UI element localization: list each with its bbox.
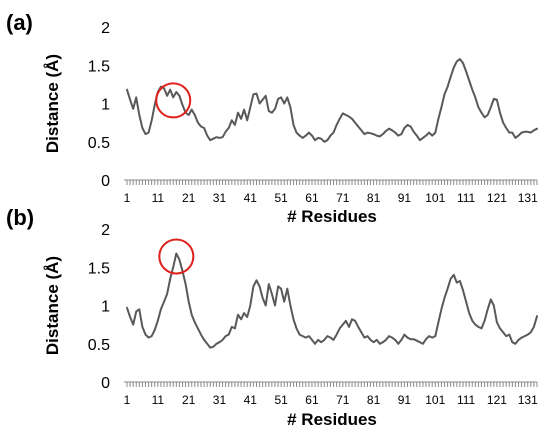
y-tick-label: 1 bbox=[101, 97, 110, 114]
x-tick-label: 31 bbox=[213, 191, 227, 205]
y-tick-label: 1 bbox=[101, 299, 110, 316]
x-tick-label: 11 bbox=[152, 393, 165, 407]
x-tick-label: 21 bbox=[182, 393, 196, 407]
x-tick-label: 71 bbox=[336, 191, 350, 205]
panel-label: (b) bbox=[6, 205, 34, 230]
x-tick-label: 111 bbox=[457, 393, 476, 407]
x-tick-label: 11 bbox=[152, 191, 165, 205]
x-tick-label: 71 bbox=[336, 393, 350, 407]
x-tick-label: 81 bbox=[367, 191, 381, 205]
y-axis-title: Distance (Å) bbox=[43, 54, 62, 153]
x-tick-label: 1 bbox=[124, 191, 131, 205]
panel-a: (a)00.511.521 11 21 31 41 51 61 71 81 91 101 111 121… bbox=[6, 10, 538, 226]
x-tick-label: 51 bbox=[274, 191, 288, 205]
x-tick-label: 31 bbox=[213, 393, 227, 407]
x-tick-label: 51 bbox=[274, 393, 288, 407]
x-tick-label: 101 bbox=[425, 393, 445, 407]
x-tick-label: 61 bbox=[305, 191, 319, 205]
x-tick-label: 111 bbox=[457, 191, 476, 205]
y-tick-label: 0.5 bbox=[88, 337, 110, 354]
x-axis-title: # Residues bbox=[287, 410, 377, 429]
series-line bbox=[126, 252, 538, 349]
panel-label: (a) bbox=[6, 10, 33, 35]
x-tick-label: 41 bbox=[244, 393, 258, 407]
x-tick-label: 121 bbox=[487, 393, 507, 407]
y-tick-label: 2 bbox=[101, 222, 110, 239]
y-tick-label: 1.5 bbox=[88, 260, 110, 277]
x-tick-label: 91 bbox=[398, 393, 412, 407]
x-tick-label: 101 bbox=[425, 191, 445, 205]
series-line bbox=[126, 58, 538, 143]
x-axis-title: # Residues bbox=[287, 207, 377, 226]
panel-b: (b)00.511.521 11 21 31 41 51 61 71 81 91 101 111 121… bbox=[6, 205, 538, 429]
x-tick-label: 131 bbox=[518, 191, 538, 205]
highlight-circle bbox=[155, 82, 192, 119]
y-axis-title: Distance (Å) bbox=[43, 256, 62, 355]
x-tick-label: 81 bbox=[367, 393, 381, 407]
x-tick-label: 91 bbox=[398, 191, 412, 205]
y-tick-label: 2 bbox=[101, 20, 110, 37]
x-tick-label: 21 bbox=[182, 191, 196, 205]
y-tick-label: 0 bbox=[101, 375, 110, 392]
x-tick-label: 41 bbox=[244, 191, 258, 205]
x-tick-label: 131 bbox=[518, 393, 538, 407]
x-tick-label: 61 bbox=[305, 393, 319, 407]
y-tick-label: 0.5 bbox=[88, 135, 110, 152]
x-tick-label: 121 bbox=[487, 191, 507, 205]
highlight-circle bbox=[158, 238, 195, 275]
y-tick-label: 1.5 bbox=[88, 58, 110, 75]
y-tick-label: 0 bbox=[101, 173, 110, 190]
x-tick-label: 1 bbox=[124, 393, 131, 407]
